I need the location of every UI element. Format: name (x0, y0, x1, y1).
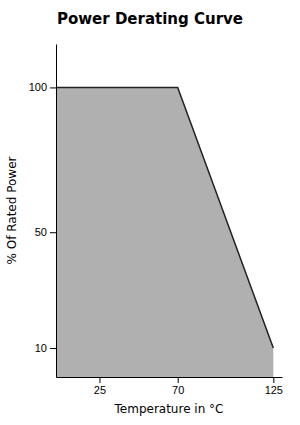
y-tick-mark (50, 87, 56, 88)
x-axis: 25 70 125 (57, 377, 283, 396)
x-tick: 70 (172, 377, 184, 396)
y-axis: 10 50 100 (29, 45, 57, 378)
x-axis-title: Temperature in °C (114, 402, 224, 416)
y-tick-mark (50, 232, 56, 233)
x-tick-mark (273, 377, 274, 383)
x-tick-label: 25 (94, 384, 106, 396)
marks (56, 87, 273, 377)
x-tick-mark (178, 377, 179, 383)
y-tick-label: 50 (35, 226, 47, 238)
plot: 25 70 125 10 50 100 (29, 45, 283, 396)
x-tick-label: 70 (172, 384, 184, 396)
x-tick-mark (99, 377, 100, 383)
y-tick-label: 10 (35, 342, 47, 354)
x-tick: 25 (94, 377, 106, 396)
chart: Power Derating Curve 25 70 125 10 50 100 Temper… (0, 0, 300, 425)
y-tick: 10 (35, 342, 56, 354)
x-axis-line (57, 377, 283, 378)
area (56, 87, 273, 377)
y-axis-line (56, 45, 57, 378)
x-tick-label: 125 (265, 384, 283, 396)
y-axis-title: % Of Rated Power (5, 156, 19, 264)
x-tick: 125 (265, 377, 283, 396)
y-tick: 100 (29, 81, 56, 93)
y-tick-mark (50, 348, 56, 349)
y-tick-label: 100 (29, 81, 47, 93)
title: Power Derating Curve (57, 10, 243, 28)
line (56, 87, 273, 348)
y-tick: 50 (35, 226, 56, 238)
